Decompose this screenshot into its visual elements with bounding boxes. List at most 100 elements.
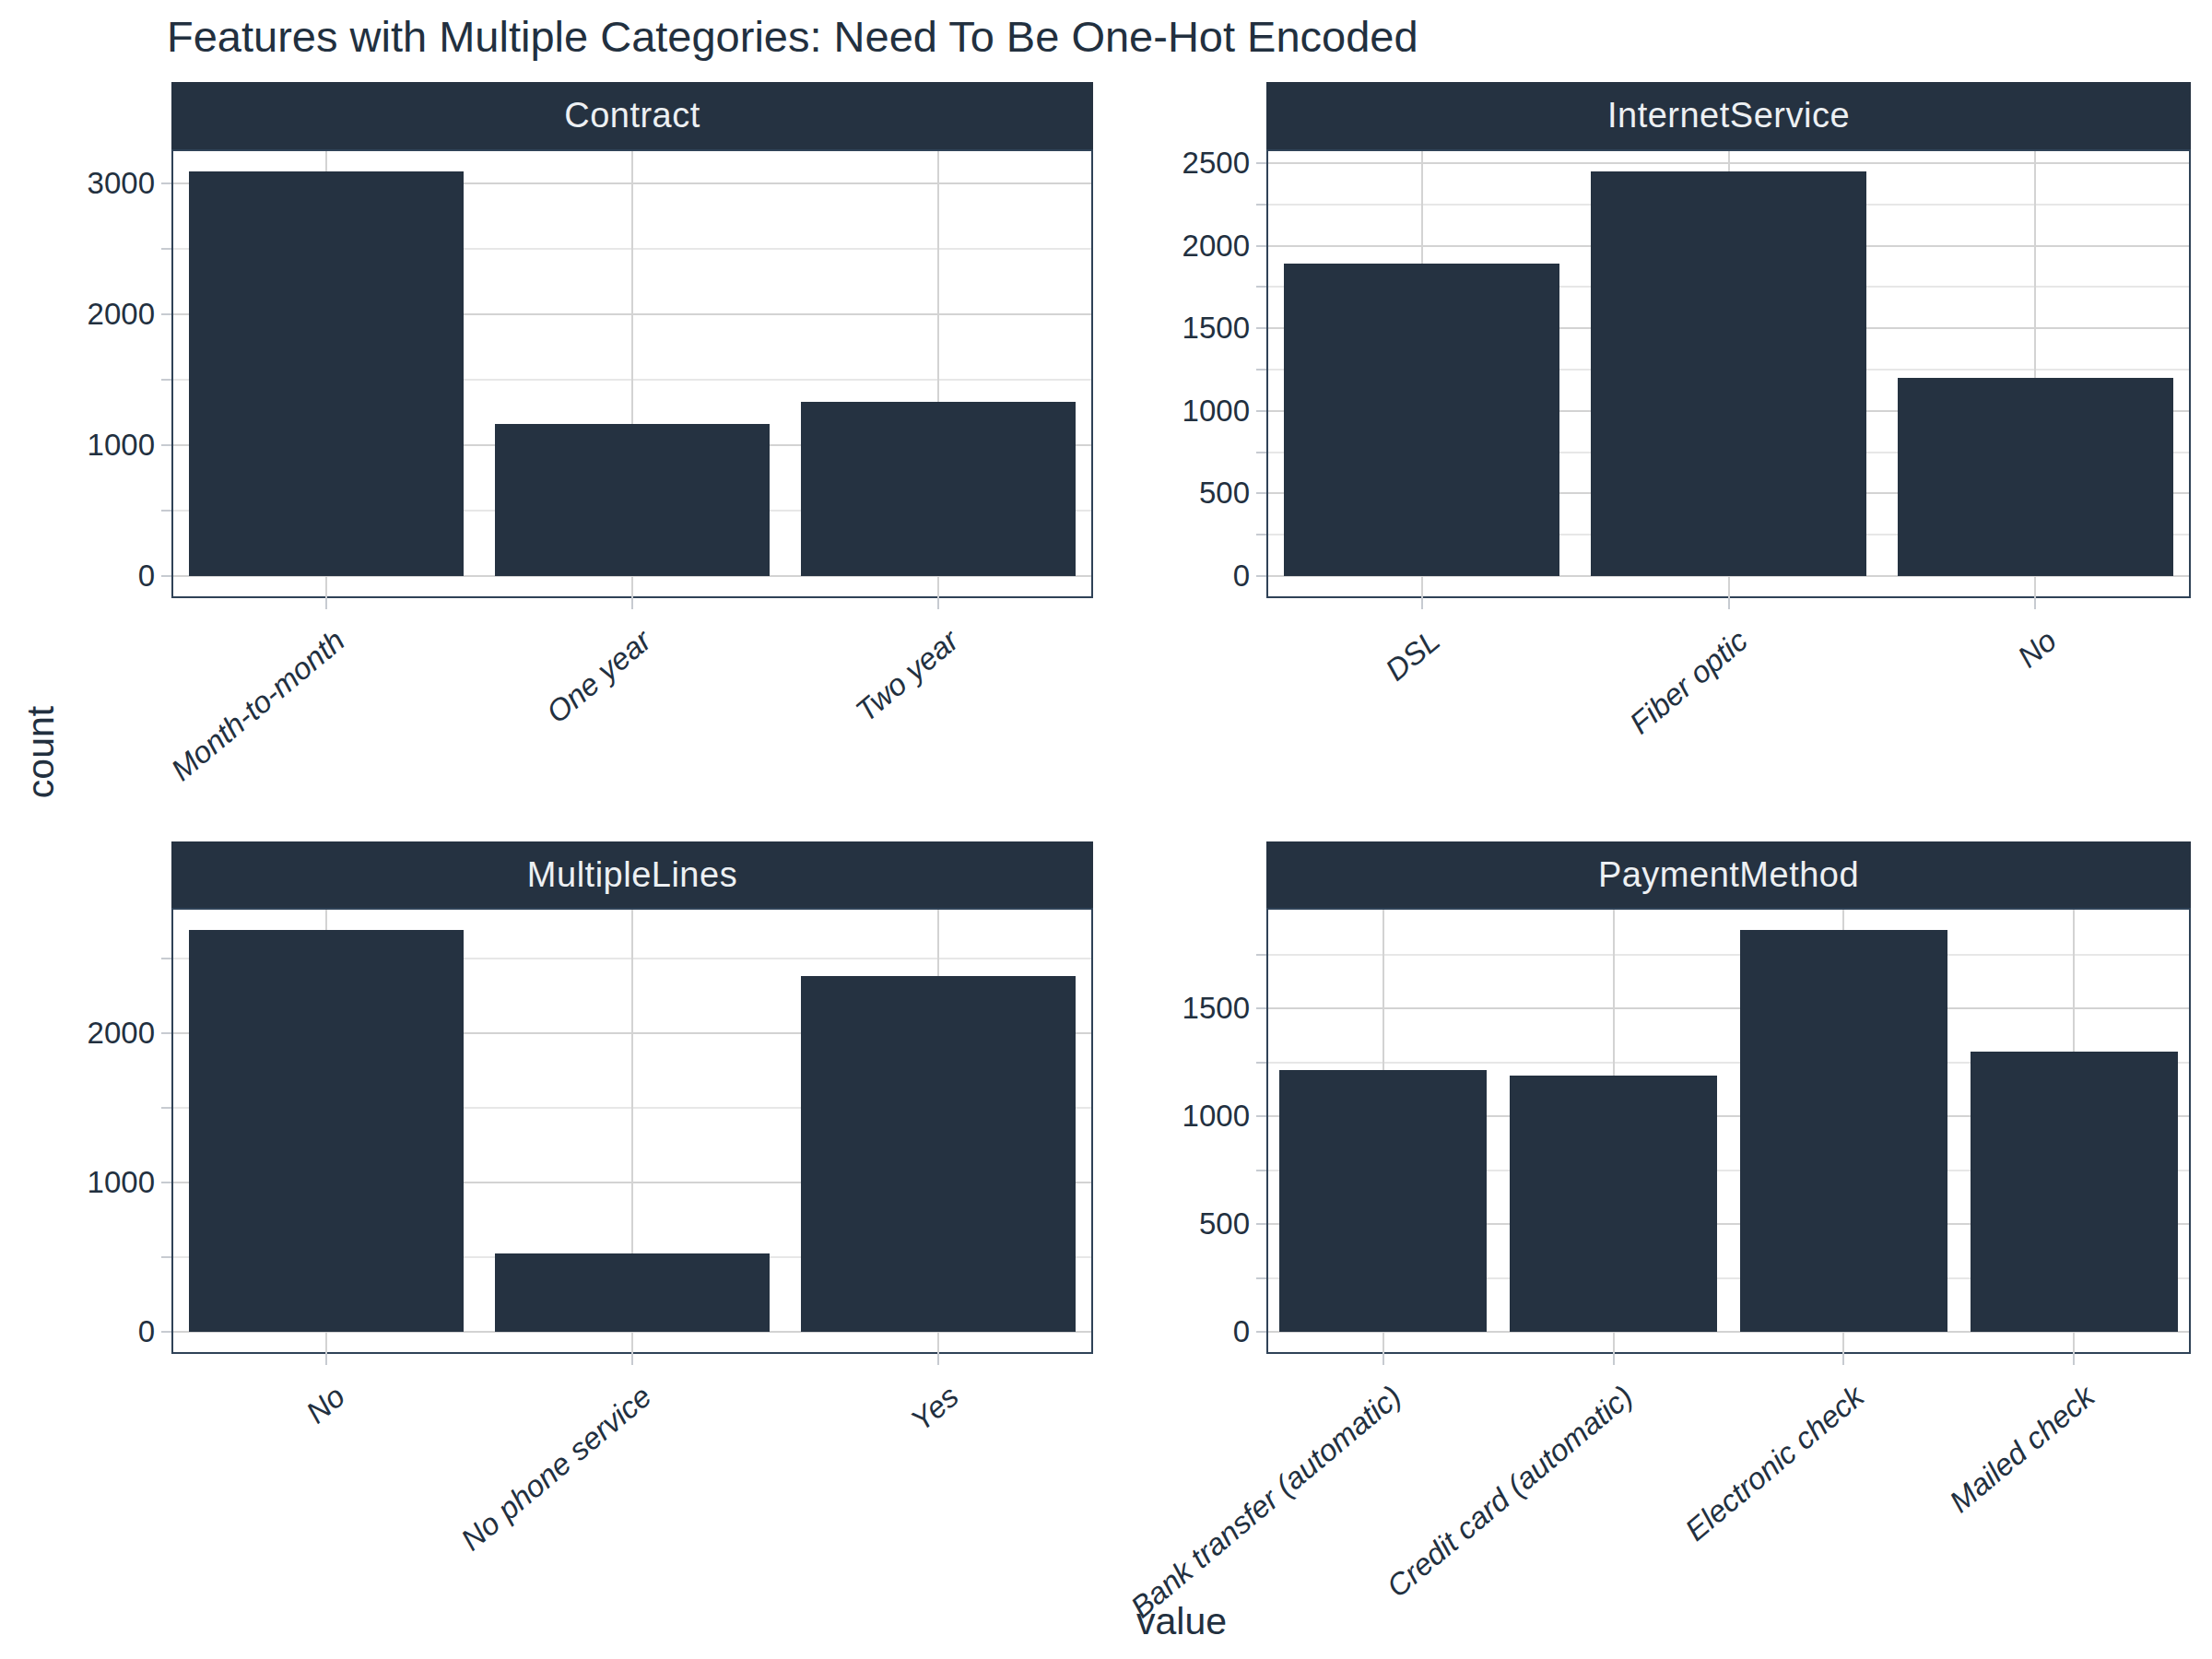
y-minor-tick-mark [161, 958, 171, 959]
y-minor-tick-mark [1256, 534, 1266, 535]
x-category-label: No [299, 1379, 351, 1430]
x-tick-mark [2034, 596, 2036, 609]
y-tick-mark [161, 444, 171, 446]
bar-two-year [801, 402, 1077, 576]
gridline-major [1268, 1007, 2189, 1009]
y-tick-label: 2000 [88, 1016, 155, 1051]
y-minor-tick-mark [1256, 204, 1266, 206]
facet-strip-paymentmethod: PaymentMethod [1266, 841, 2191, 908]
bar-one-year [495, 424, 771, 577]
x-category-label: One year [540, 623, 658, 730]
y-tick-mark [1256, 1115, 1266, 1117]
y-tick-mark [161, 1182, 171, 1183]
y-tick-mark [161, 313, 171, 315]
y-tick-label: 3000 [88, 166, 155, 201]
y-tick-mark [161, 182, 171, 184]
y-minor-tick-mark [1256, 369, 1266, 371]
y-tick-label: 1000 [88, 428, 155, 463]
x-category-label: Two year [849, 623, 966, 729]
facet-panel-internetservice: 05001000150020002500 [1266, 149, 2191, 598]
y-tick-label: 2500 [1182, 146, 1250, 181]
facet-panel-multiplelines: 010002000 [171, 908, 1093, 1354]
facet-strip-internetservice: InternetService [1266, 82, 2191, 149]
x-tick-mark [325, 596, 327, 609]
bar-bank-transfer-automatic- [1279, 1070, 1487, 1332]
facet-strip-label: PaymentMethod [1598, 855, 1859, 895]
y-minor-tick-mark [1256, 1277, 1266, 1279]
y-tick-label: 0 [1233, 559, 1250, 594]
y-tick-label: 500 [1199, 476, 1250, 511]
bar-electronic-check [1740, 930, 1947, 1332]
y-tick-label: 2000 [88, 297, 155, 332]
y-minor-tick-mark [1256, 1170, 1266, 1171]
facet-strip-multiplelines: MultipleLines [171, 841, 1093, 908]
x-category-label: Mailed check [1943, 1379, 2101, 1520]
y-tick-mark [1256, 575, 1266, 577]
x-tick-mark [937, 1352, 939, 1365]
y-minor-tick-mark [161, 510, 171, 512]
x-tick-mark [1728, 596, 1730, 609]
x-tick-mark [1382, 1352, 1384, 1365]
chart-title: Features with Multiple Categories: Need … [167, 13, 1418, 61]
y-tick-mark [161, 1032, 171, 1034]
bar-no [1898, 378, 2174, 576]
facet-strip-label: InternetService [1607, 96, 1850, 135]
y-tick-mark [1256, 245, 1266, 247]
x-category-label: No phone service [454, 1379, 658, 1558]
x-tick-mark [2073, 1352, 2075, 1365]
x-tick-mark [631, 596, 633, 609]
y-minor-tick-mark [161, 1107, 171, 1109]
y-tick-mark [1256, 1331, 1266, 1333]
bar-fiber-optic [1591, 171, 1867, 576]
y-tick-mark [161, 1331, 171, 1333]
x-category-label: Yes [904, 1379, 966, 1438]
y-tick-label: 1000 [1182, 394, 1250, 429]
x-category-label: Fiber optic [1623, 623, 1754, 741]
facet-strip-contract: Contract [171, 82, 1093, 149]
y-minor-tick-mark [1256, 954, 1266, 956]
y-tick-mark [1256, 162, 1266, 164]
x-tick-mark [937, 596, 939, 609]
bar-no [189, 930, 465, 1332]
y-minor-tick-mark [161, 379, 171, 381]
bar-no-phone-service [495, 1253, 771, 1332]
y-minor-tick-mark [161, 248, 171, 250]
x-tick-mark [1842, 1352, 1844, 1365]
y-minor-tick-mark [1256, 1062, 1266, 1064]
x-category-label: Credit card (automatic) [1380, 1379, 1640, 1605]
y-minor-tick-mark [161, 1256, 171, 1258]
x-category-label: DSL [1379, 623, 1447, 688]
y-tick-mark [161, 575, 171, 577]
y-tick-mark [1256, 410, 1266, 412]
y-axis-title-text: count [19, 706, 63, 798]
x-category-label: No [2010, 623, 2063, 675]
y-tick-label: 500 [1199, 1206, 1250, 1241]
bar-month-to-month [189, 171, 465, 576]
facet-panel-contract: 0100020003000 [171, 149, 1093, 598]
x-category-label: Bank transfer (automatic) [1124, 1379, 1408, 1625]
y-tick-label: 1500 [1182, 991, 1250, 1026]
y-tick-label: 1500 [1182, 311, 1250, 346]
y-tick-label: 0 [138, 559, 155, 594]
y-tick-label: 1000 [88, 1165, 155, 1200]
bar-yes [801, 976, 1077, 1332]
y-minor-tick-mark [1256, 286, 1266, 288]
facet-strip-label: MultipleLines [527, 855, 737, 895]
y-tick-label: 2000 [1182, 229, 1250, 264]
x-tick-mark [1613, 1352, 1615, 1365]
y-tick-mark [1256, 492, 1266, 494]
x-tick-mark [631, 1352, 633, 1365]
y-tick-label: 0 [138, 1314, 155, 1349]
y-tick-mark [1256, 1007, 1266, 1009]
x-category-label: Electronic check [1678, 1379, 1870, 1548]
x-tick-mark [1421, 596, 1423, 609]
y-tick-mark [1256, 1223, 1266, 1225]
gridline-minor [1268, 954, 2189, 956]
facet-strip-label: Contract [564, 96, 700, 135]
y-tick-label: 1000 [1182, 1099, 1250, 1134]
bar-credit-card-automatic- [1510, 1076, 1717, 1332]
bar-dsl [1284, 264, 1560, 576]
facet-panel-paymentmethod: 050010001500 [1266, 908, 2191, 1354]
faceted-bar-chart: Features with Multiple Categories: Need … [0, 0, 2212, 1659]
y-minor-tick-mark [1256, 452, 1266, 453]
